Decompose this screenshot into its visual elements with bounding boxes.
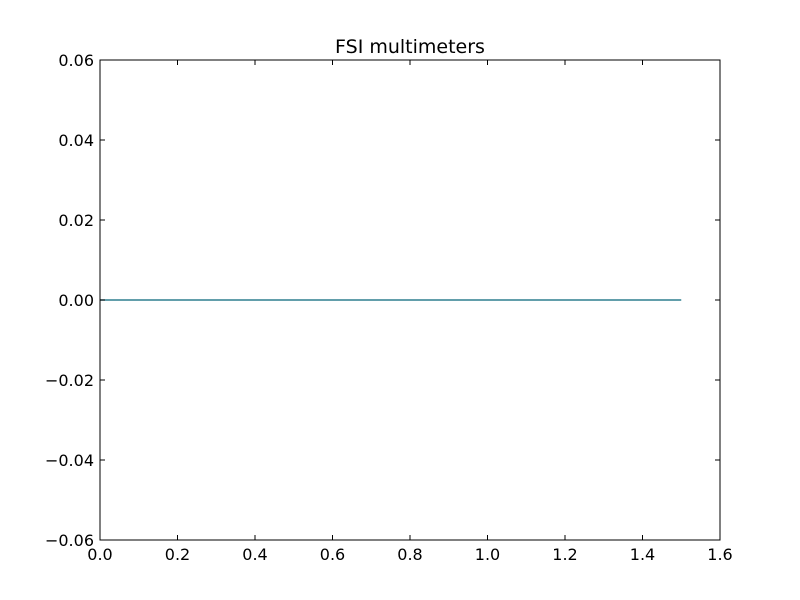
x-tick-label: 1.6 (707, 545, 732, 564)
x-tick-label: 1.4 (630, 545, 655, 564)
x-tick-label: 0.6 (320, 545, 345, 564)
y-tick-label: −0.02 (45, 371, 94, 390)
x-tick-label: 1.0 (475, 545, 500, 564)
y-tick-label: −0.04 (45, 451, 94, 470)
y-tick-label: −0.06 (45, 531, 94, 550)
y-tick-label: 0.04 (58, 131, 94, 150)
x-tick-label: 0.4 (242, 545, 267, 564)
x-tick-label: 0.8 (397, 545, 422, 564)
plot-area-frame (99, 59, 721, 541)
y-tick-label: 0.06 (58, 51, 94, 70)
ticks-layer: 0.0 0.2 0.4 0.6 0.8 1.0 1.2 1.4 1.6 0.06 0.04 0.02 0… (45, 51, 733, 564)
y-tick-label: 0.00 (58, 291, 94, 310)
x-tick-label: 0.2 (165, 545, 190, 564)
y-tick-label: 0.02 (58, 211, 94, 230)
x-tick-label: 1.2 (552, 545, 577, 564)
x-tick-label: 0.0 (87, 545, 112, 564)
chart-title: FSI multimeters (335, 36, 485, 58)
